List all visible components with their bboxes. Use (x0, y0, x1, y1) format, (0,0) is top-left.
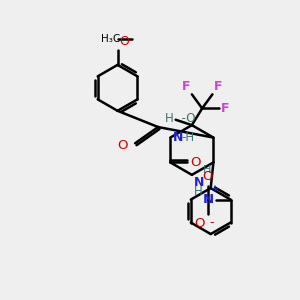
Text: O: O (119, 35, 129, 48)
Text: -H: -H (182, 130, 195, 143)
Text: -: - (209, 216, 214, 229)
Text: -O: -O (174, 112, 195, 125)
Text: N: N (203, 193, 214, 206)
Text: F: F (214, 80, 222, 93)
Text: O: O (117, 139, 128, 152)
Text: F: F (221, 102, 229, 115)
Text: H₃C: H₃C (101, 34, 120, 44)
Text: N: N (172, 130, 183, 143)
Text: H: H (203, 165, 211, 175)
Text: F: F (182, 80, 190, 93)
Text: N: N (194, 176, 204, 190)
Text: O: O (190, 156, 200, 169)
Text: +: + (210, 184, 218, 194)
Text: H: H (194, 185, 203, 198)
Text: H: H (165, 112, 174, 125)
Text: O: O (202, 170, 213, 183)
Text: O: O (194, 217, 205, 230)
